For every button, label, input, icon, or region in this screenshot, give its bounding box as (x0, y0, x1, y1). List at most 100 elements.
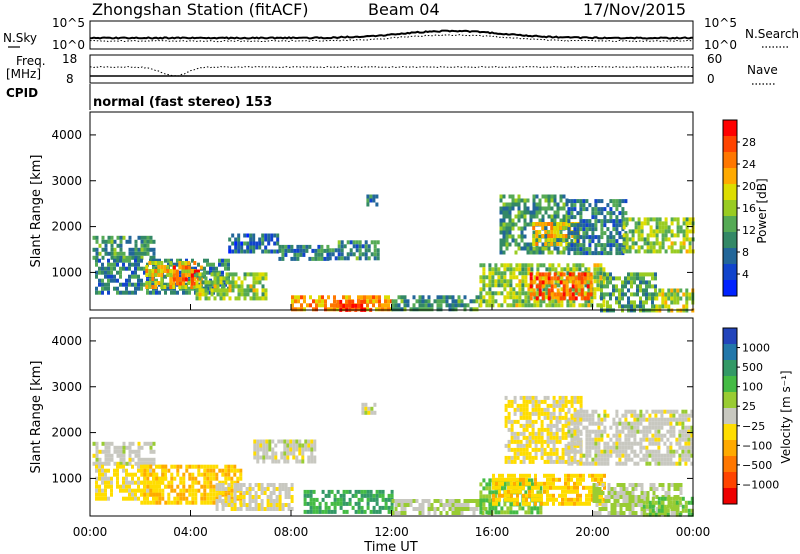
heatmap-cell (110, 243, 114, 248)
heatmap-cell (547, 214, 551, 219)
heatmap-cell (591, 409, 595, 414)
heatmap-cell (360, 489, 364, 494)
heatmap-cell (544, 230, 548, 234)
heatmap-cell (193, 281, 197, 286)
heatmap-cell (125, 496, 128, 501)
heatmap-cell (543, 489, 546, 494)
heatmap-cell (485, 303, 489, 308)
heatmap-cell (488, 287, 492, 292)
heatmap-cell (293, 256, 297, 261)
heatmap-cell (618, 300, 621, 305)
heatmap-cell (173, 464, 177, 469)
heatmap-cell (547, 276, 551, 281)
heatmap-cell (324, 307, 327, 312)
heatmap-cell (512, 287, 516, 292)
heatmap-cell (521, 299, 525, 304)
heatmap-cell (504, 459, 508, 464)
heatmap-cell (336, 501, 340, 506)
station-title: Zhongshan Station (fitACF) (92, 0, 309, 19)
heatmap-cell (534, 403, 538, 408)
heatmap-cell (576, 409, 580, 414)
heatmap-cell (655, 495, 659, 499)
heatmap-cell (571, 276, 575, 281)
heatmap-cell (508, 210, 512, 215)
heatmap-cell (224, 472, 228, 477)
heatmap-cell (522, 399, 526, 404)
heatmap-cell (119, 282, 122, 287)
power-colorbar-swatch (723, 184, 737, 201)
heatmap-cell (634, 495, 638, 499)
heatmap-cell (573, 481, 576, 486)
heatmap-cell (561, 459, 565, 464)
heatmap-cell (654, 272, 657, 277)
heatmap-cell (687, 425, 691, 430)
heatmap-cell (609, 445, 613, 450)
heatmap-cell (613, 495, 617, 499)
heatmap-cell (579, 445, 583, 450)
heatmap-cell (228, 284, 232, 289)
heatmap-cell (360, 303, 364, 308)
heatmap-cell (513, 455, 517, 460)
heatmap-cell (517, 210, 521, 215)
heatmap-cell (582, 235, 586, 240)
heatmap-cell (507, 419, 511, 424)
heatmap-cell (642, 429, 646, 434)
heatmap-cell (500, 275, 504, 280)
heatmap-cell (630, 421, 634, 426)
heatmap-cell (525, 419, 529, 424)
heatmap-cell (176, 258, 179, 263)
heatmap-cell (427, 503, 431, 507)
heatmap-cell (242, 495, 246, 499)
heatmap-cell (296, 244, 300, 249)
heatmap-cell (579, 413, 583, 418)
heatmap-cell (512, 510, 516, 515)
heatmap-cell (622, 249, 626, 254)
heatmap-cell (508, 242, 512, 247)
heatmap-cell (528, 455, 532, 460)
heatmap-cell (521, 283, 525, 288)
heatmap-cell (515, 275, 519, 280)
heatmap-cell (307, 459, 311, 464)
heatmap-cell (104, 488, 107, 493)
heatmap-cell (128, 484, 131, 489)
heatmap-cell (685, 296, 689, 301)
heatmap-cell (570, 399, 574, 404)
heatmap-cell (594, 477, 597, 482)
heatmap-cell (104, 247, 108, 252)
heatmap-cell (598, 487, 602, 491)
heatmap-cell (609, 243, 613, 248)
heatmap-cell (107, 278, 110, 283)
heatmap-cell (513, 431, 517, 436)
heatmap-cell (258, 296, 262, 301)
heatmap-cell (666, 437, 670, 442)
heatmap-cell (552, 431, 556, 436)
heatmap-cell (164, 464, 168, 469)
heatmap-cell (648, 292, 651, 297)
heatmap-cell (610, 503, 614, 507)
heatmap-cell (622, 511, 626, 515)
heatmap-cell (113, 461, 117, 466)
heatmap-cell (273, 233, 277, 238)
heatmap-cell (639, 409, 643, 414)
heatmap-cell (615, 284, 618, 289)
heatmap-cell (131, 290, 134, 295)
heatmap-cell (518, 303, 522, 308)
heatmap-cell (492, 481, 495, 486)
heatmap-cell (631, 245, 635, 250)
heatmap-cell (538, 288, 542, 293)
heatmap-cell (149, 247, 153, 252)
heatmap-cell (439, 503, 443, 507)
heatmap-cell (369, 497, 373, 502)
heatmap-cell (516, 489, 519, 494)
heatmap-cell (179, 270, 182, 275)
heatmap-cell (491, 283, 495, 288)
heatmap-cell (231, 249, 235, 254)
heatmap-cell (524, 283, 528, 288)
heatmap-cell (522, 485, 525, 490)
heatmap-cell (283, 455, 287, 460)
heatmap-cell (421, 511, 425, 515)
heatmap-cell (591, 473, 594, 478)
heatmap-cell (642, 512, 646, 517)
heatmap-cell (681, 504, 685, 509)
